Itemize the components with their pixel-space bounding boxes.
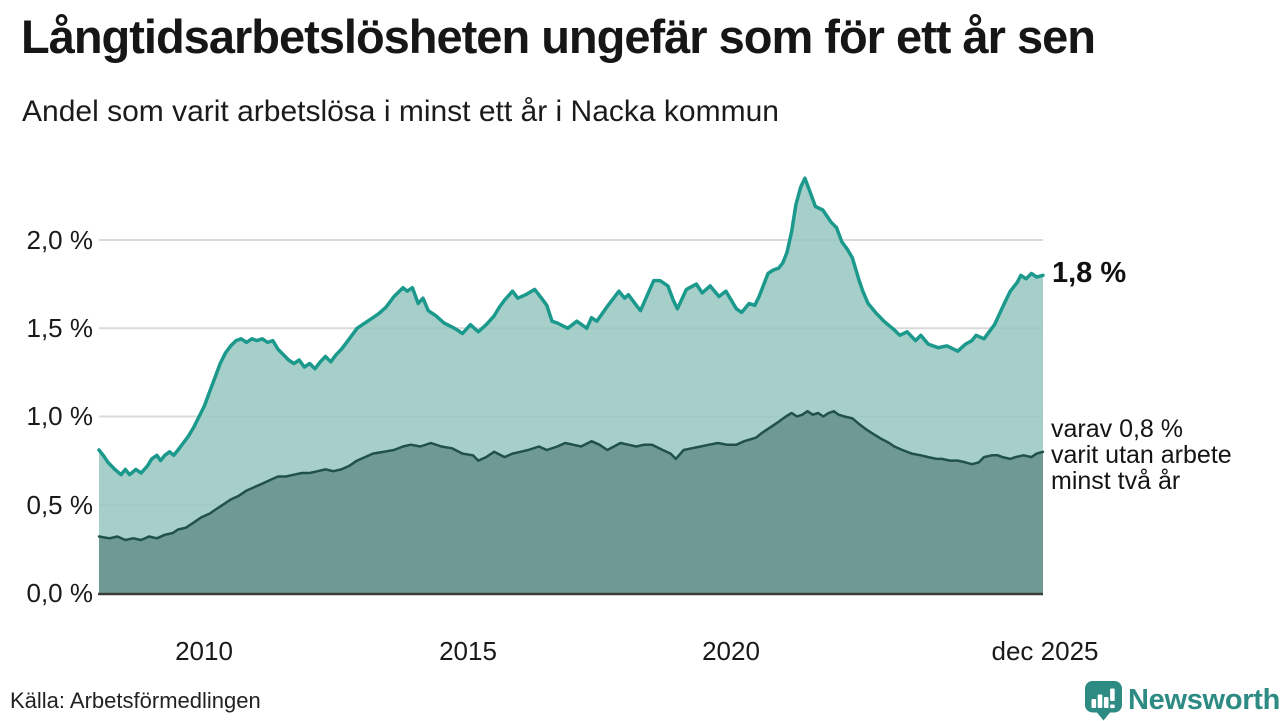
- chart-subtitle: Andel som varit arbetslösa i minst ett å…: [22, 95, 779, 128]
- x-tick-label-2010: 2010: [175, 636, 233, 666]
- y-tick-label-1-0: 1,0 %: [26, 401, 94, 431]
- series-area-2: [99, 411, 1043, 593]
- y-tick-label-0-5: 0,5 %: [26, 490, 94, 520]
- newsworthy-logo[interactable]: Newsworthy: [1084, 680, 1280, 721]
- annotation-line-2: varit utan arbete: [1051, 441, 1232, 469]
- series-line-2: [97, 409, 1045, 542]
- newsworthy-logo-icon: [1085, 681, 1122, 721]
- series-line-1: [97, 176, 1045, 477]
- x-tick-label-dec-2025: dec 2025: [991, 636, 1099, 666]
- series-end-value-label: 1,8 %: [1052, 257, 1127, 289]
- y-tick-label-0-0: 0,0 %: [26, 578, 94, 608]
- series2-annotation: varav 0,8 % varit utan arbete minst två …: [1051, 416, 1232, 494]
- chart-title: Långtidsarbetslösheten ungefär som för e…: [21, 10, 1096, 63]
- annotation-line-3: minst två år: [1051, 467, 1181, 495]
- newsworthy-wordmark: Newsworthy: [1128, 684, 1280, 716]
- y-tick-label-2-0: 2,0 %: [26, 225, 94, 255]
- x-tick-label-2020: 2020: [702, 636, 760, 666]
- y-tick-label-1-5: 1,5 %: [26, 313, 94, 343]
- source-credit: Källa: Arbetsförmedlingen: [10, 688, 261, 713]
- annotation-line-1: varav 0,8 %: [1051, 415, 1184, 443]
- x-tick-label-2015: 2015: [439, 636, 497, 666]
